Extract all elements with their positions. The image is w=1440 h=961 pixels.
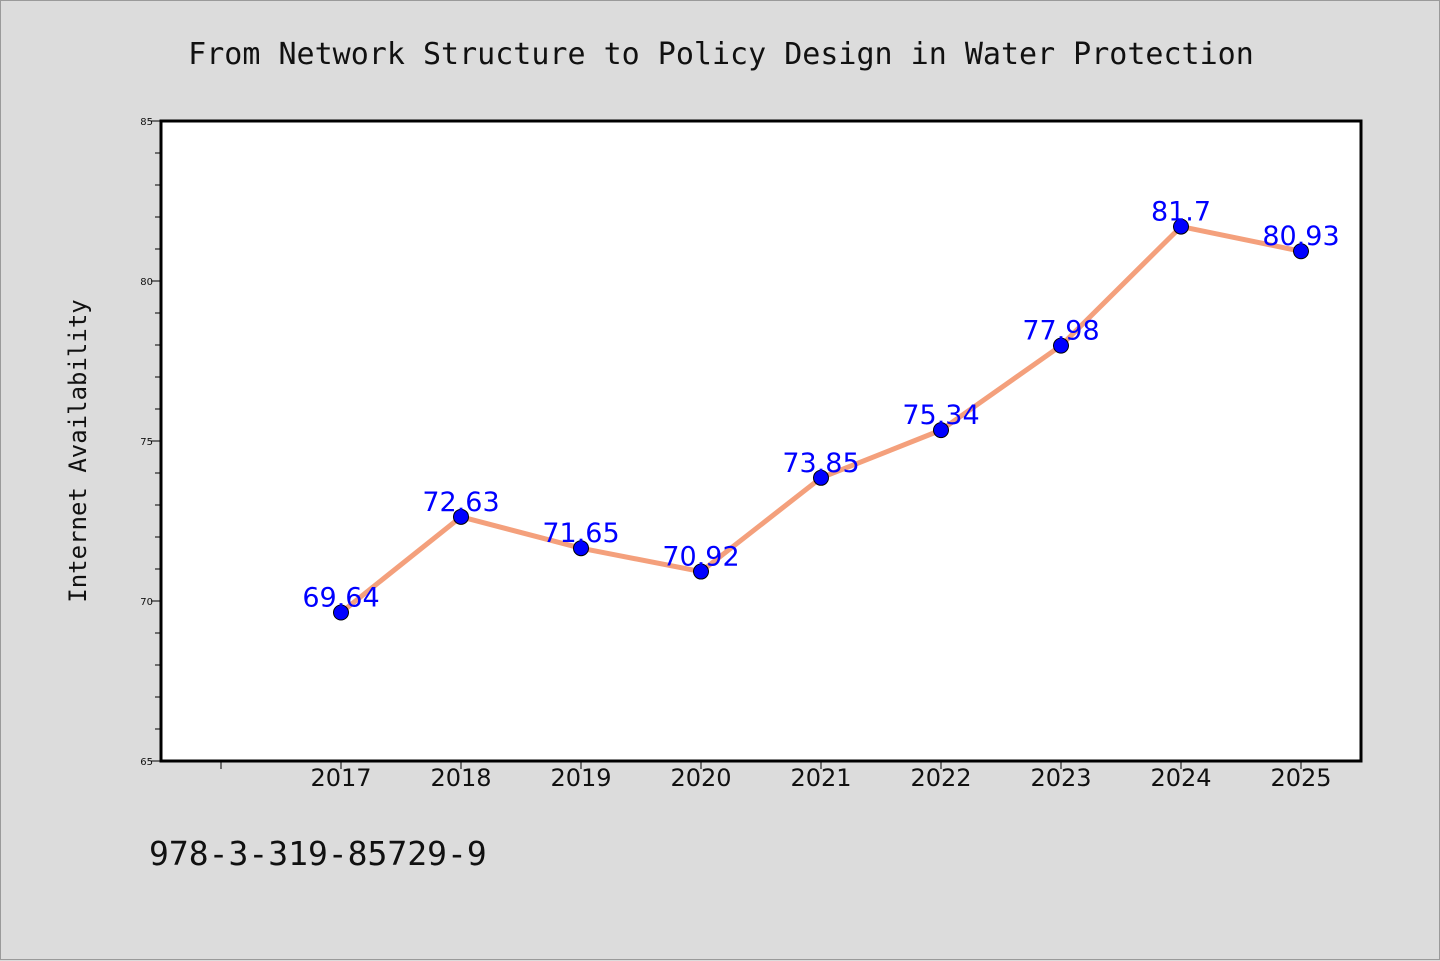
x-axis: 2017 2018 2019 2020 2021 2022 2023 2024 2025 (220, 761, 1332, 792)
x-tick-label: 2017 (310, 764, 371, 792)
data-point (333, 604, 349, 621)
data-label: 70.92 (662, 542, 739, 573)
x-tick-label: 2018 (430, 764, 491, 792)
data-point (933, 422, 949, 439)
data-label: 75.34 (902, 400, 979, 431)
plot-border (159, 119, 1363, 763)
y-tick-label: 70 (140, 597, 153, 608)
plot-area (161, 121, 1361, 761)
data-point (453, 508, 469, 525)
data-label: 72.63 (422, 487, 499, 518)
y-tick-label: 85 (140, 117, 153, 128)
x-tick-label: 2020 (670, 764, 731, 792)
data-label: 69.64 (302, 583, 379, 614)
data-point (573, 540, 589, 557)
data-markers (333, 218, 1309, 621)
data-point (1173, 218, 1189, 235)
y-tick-label: 80 (140, 277, 153, 288)
x-tick-label: 2019 (550, 764, 611, 792)
y-tick-label: 65 (140, 757, 153, 768)
y-axis-label: Internet Availability (64, 299, 92, 602)
data-point (813, 469, 829, 486)
data-label: 80.93 (1262, 221, 1339, 252)
chart-title: From Network Structure to Policy Design … (188, 37, 1254, 72)
x-tick-label: 2024 (1150, 764, 1211, 792)
y-axis: 65 70 75 80 85 (140, 117, 161, 768)
data-label: 77.98 (1022, 316, 1099, 347)
y-tick-label: 75 (140, 437, 153, 448)
x-tick-label: 2022 (910, 764, 971, 792)
data-label: 73.85 (782, 448, 859, 479)
data-label: 71.65 (542, 518, 619, 549)
x-tick-label: 2025 (1270, 764, 1331, 792)
x-tick-label: 2021 (790, 764, 851, 792)
isbn-text: 978-3-319-85729-9 (149, 834, 487, 873)
data-point (1053, 337, 1069, 354)
data-point (693, 563, 709, 580)
data-point (1293, 243, 1309, 260)
data-label: 81.7 (1151, 197, 1211, 228)
x-tick-label: 2023 (1030, 764, 1091, 792)
data-labels: 69.64 72.63 71.65 70.92 73.85 75.34 77.98 81.7 8… (302, 197, 1339, 614)
